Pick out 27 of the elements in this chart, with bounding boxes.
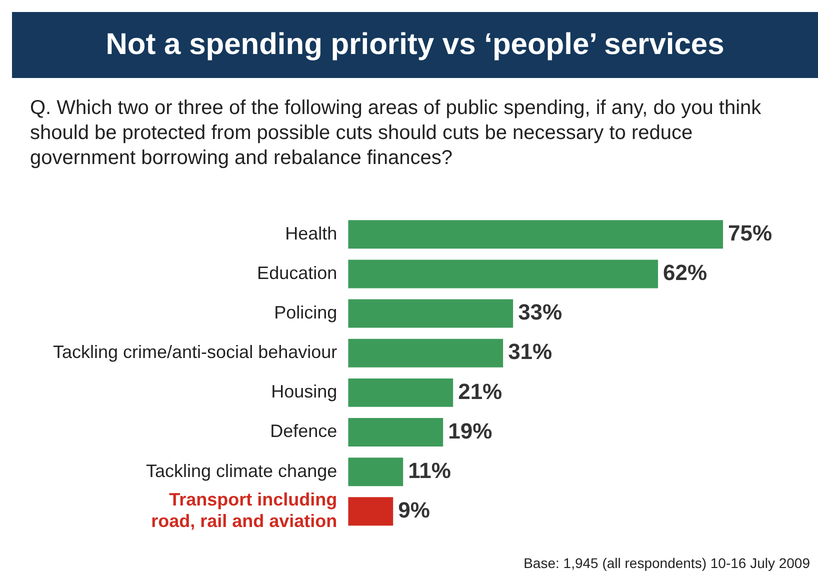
y-tick-label: Education <box>257 262 338 283</box>
data-label: 31% <box>508 339 552 364</box>
bar <box>348 497 394 526</box>
y-tick-label: Policing <box>274 302 338 323</box>
data-label: 21% <box>458 378 502 404</box>
bar <box>348 220 724 249</box>
chart-subtitle: Q. Which two or three of the following areas of public spending, if any, do you think should be protected from possible cuts should cuts be necessary to reduce government borrowing and rebalance finances? <box>30 96 762 171</box>
y-tick-label: Housing <box>271 382 338 402</box>
data-label: 75% <box>728 220 772 246</box>
data-label: 9% <box>398 497 430 522</box>
bar <box>348 458 404 486</box>
bar <box>348 378 454 407</box>
bar <box>348 338 504 368</box>
data-label: 62% <box>663 260 708 286</box>
data-label: 33% <box>518 300 562 325</box>
bar <box>348 299 514 328</box>
bar <box>348 418 444 447</box>
data-label: 11% <box>408 458 451 483</box>
y-tick-label: Tackling climate change <box>146 460 338 481</box>
y-tick-label: Tackling crime/anti-social behaviour <box>53 342 338 362</box>
bar <box>348 260 658 288</box>
y-tick-label: Defence <box>270 421 338 442</box>
y-tick-label: Transport including road, rail and aviation <box>151 490 338 532</box>
chart-title: Not a spending priority vs ‘people’ services <box>12 12 818 78</box>
y-tick-label: Health <box>285 223 338 244</box>
data-label: 19% <box>448 418 492 444</box>
text: Base: 1,945 (all respondents) 10-16 July 2009 <box>524 555 810 571</box>
